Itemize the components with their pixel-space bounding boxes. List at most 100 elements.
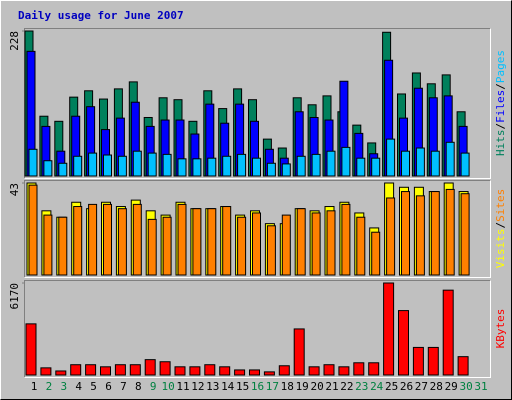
bar (445, 141, 455, 177)
bar (147, 152, 157, 177)
bar (58, 162, 68, 177)
bar (132, 150, 142, 177)
bar (386, 197, 396, 276)
x-tick-label: 27 (415, 380, 428, 393)
bar (415, 195, 425, 276)
legend: KBytes (494, 309, 507, 349)
x-tick-label: 28 (430, 380, 443, 393)
x-tick-label: 19 (296, 380, 309, 393)
bar (207, 208, 217, 276)
legend-entry: Pages (494, 50, 507, 83)
bar (293, 328, 305, 376)
bar (100, 366, 111, 376)
bar (189, 366, 201, 376)
bar (266, 162, 276, 177)
bar (192, 208, 202, 276)
bar (222, 155, 232, 177)
bar (341, 203, 351, 276)
y-tick-label: 43 (8, 183, 21, 196)
bar (356, 216, 366, 276)
bar (326, 150, 336, 177)
bar (162, 216, 172, 276)
bar (192, 158, 202, 177)
x-tick-label: 31 (474, 380, 487, 393)
bar (368, 362, 380, 376)
legend: Visits/Sites (494, 189, 507, 269)
panel (24, 280, 491, 378)
x-tick-label: 13 (206, 380, 219, 393)
bar (58, 216, 68, 276)
bar (159, 361, 171, 376)
x-tick-label: 2 (46, 380, 53, 393)
legend-separator: / (494, 222, 507, 229)
bar (371, 157, 381, 177)
bar (252, 212, 261, 276)
panel-bevel-light (24, 28, 491, 179)
bar (326, 210, 336, 276)
bar (353, 362, 365, 376)
panel-bevel-dark (24, 180, 491, 278)
bar (40, 367, 52, 376)
bar (43, 160, 53, 177)
bar (43, 214, 53, 276)
panel-bevel-light (24, 180, 491, 278)
bar (25, 323, 37, 376)
bar (311, 212, 321, 276)
bar (103, 154, 112, 177)
bar (383, 282, 395, 376)
bar (338, 366, 350, 376)
bar (296, 208, 306, 276)
bar (415, 147, 425, 177)
bar (88, 203, 98, 276)
legend-entry: KBytes (494, 309, 507, 349)
bar (341, 146, 351, 177)
x-tick-label: 4 (75, 380, 82, 393)
bar (144, 359, 156, 376)
x-tick-label: 1 (31, 380, 38, 393)
bar (28, 184, 38, 276)
bar (85, 364, 97, 376)
x-tick-label: 11 (176, 380, 189, 393)
bar (117, 155, 127, 177)
bar (296, 155, 306, 177)
bar (55, 370, 67, 376)
bar (237, 153, 247, 177)
bar (323, 364, 335, 376)
legend-entry: Sites (494, 189, 507, 222)
bar (460, 193, 470, 276)
y-tick-label: 6170 (8, 283, 21, 310)
legend-separator: / (494, 123, 507, 130)
panel-bevel-light (24, 280, 491, 378)
x-tick-label: 3 (60, 380, 67, 393)
bar (162, 153, 172, 177)
bar (219, 366, 231, 376)
bar (445, 188, 455, 276)
bar (430, 191, 440, 276)
bar (114, 364, 126, 376)
bar (103, 203, 112, 276)
bar (70, 364, 82, 376)
bar (88, 152, 98, 177)
bar (263, 371, 275, 376)
x-tick-label: 22 (340, 380, 353, 393)
bar (442, 289, 454, 376)
chart-title: Daily usage for June 2007 (18, 9, 184, 22)
bar (311, 153, 321, 177)
x-tick-label: 9 (150, 380, 157, 393)
bar (460, 152, 470, 177)
bar (147, 218, 157, 276)
legend-entry: Visits (494, 229, 507, 269)
x-tick-label: 7 (120, 380, 127, 393)
bar (412, 346, 424, 376)
bar (398, 310, 409, 376)
x-tick-label: 14 (221, 380, 235, 393)
bar (281, 163, 291, 177)
bar (401, 191, 410, 276)
x-tick-label: 5 (90, 380, 97, 393)
x-tick-label: 15 (236, 380, 249, 393)
x-tick-label: 30 (459, 380, 472, 393)
legend-separator: / (494, 83, 507, 90)
legend-entry: Files (494, 90, 507, 123)
x-tick-label: 18 (281, 380, 294, 393)
